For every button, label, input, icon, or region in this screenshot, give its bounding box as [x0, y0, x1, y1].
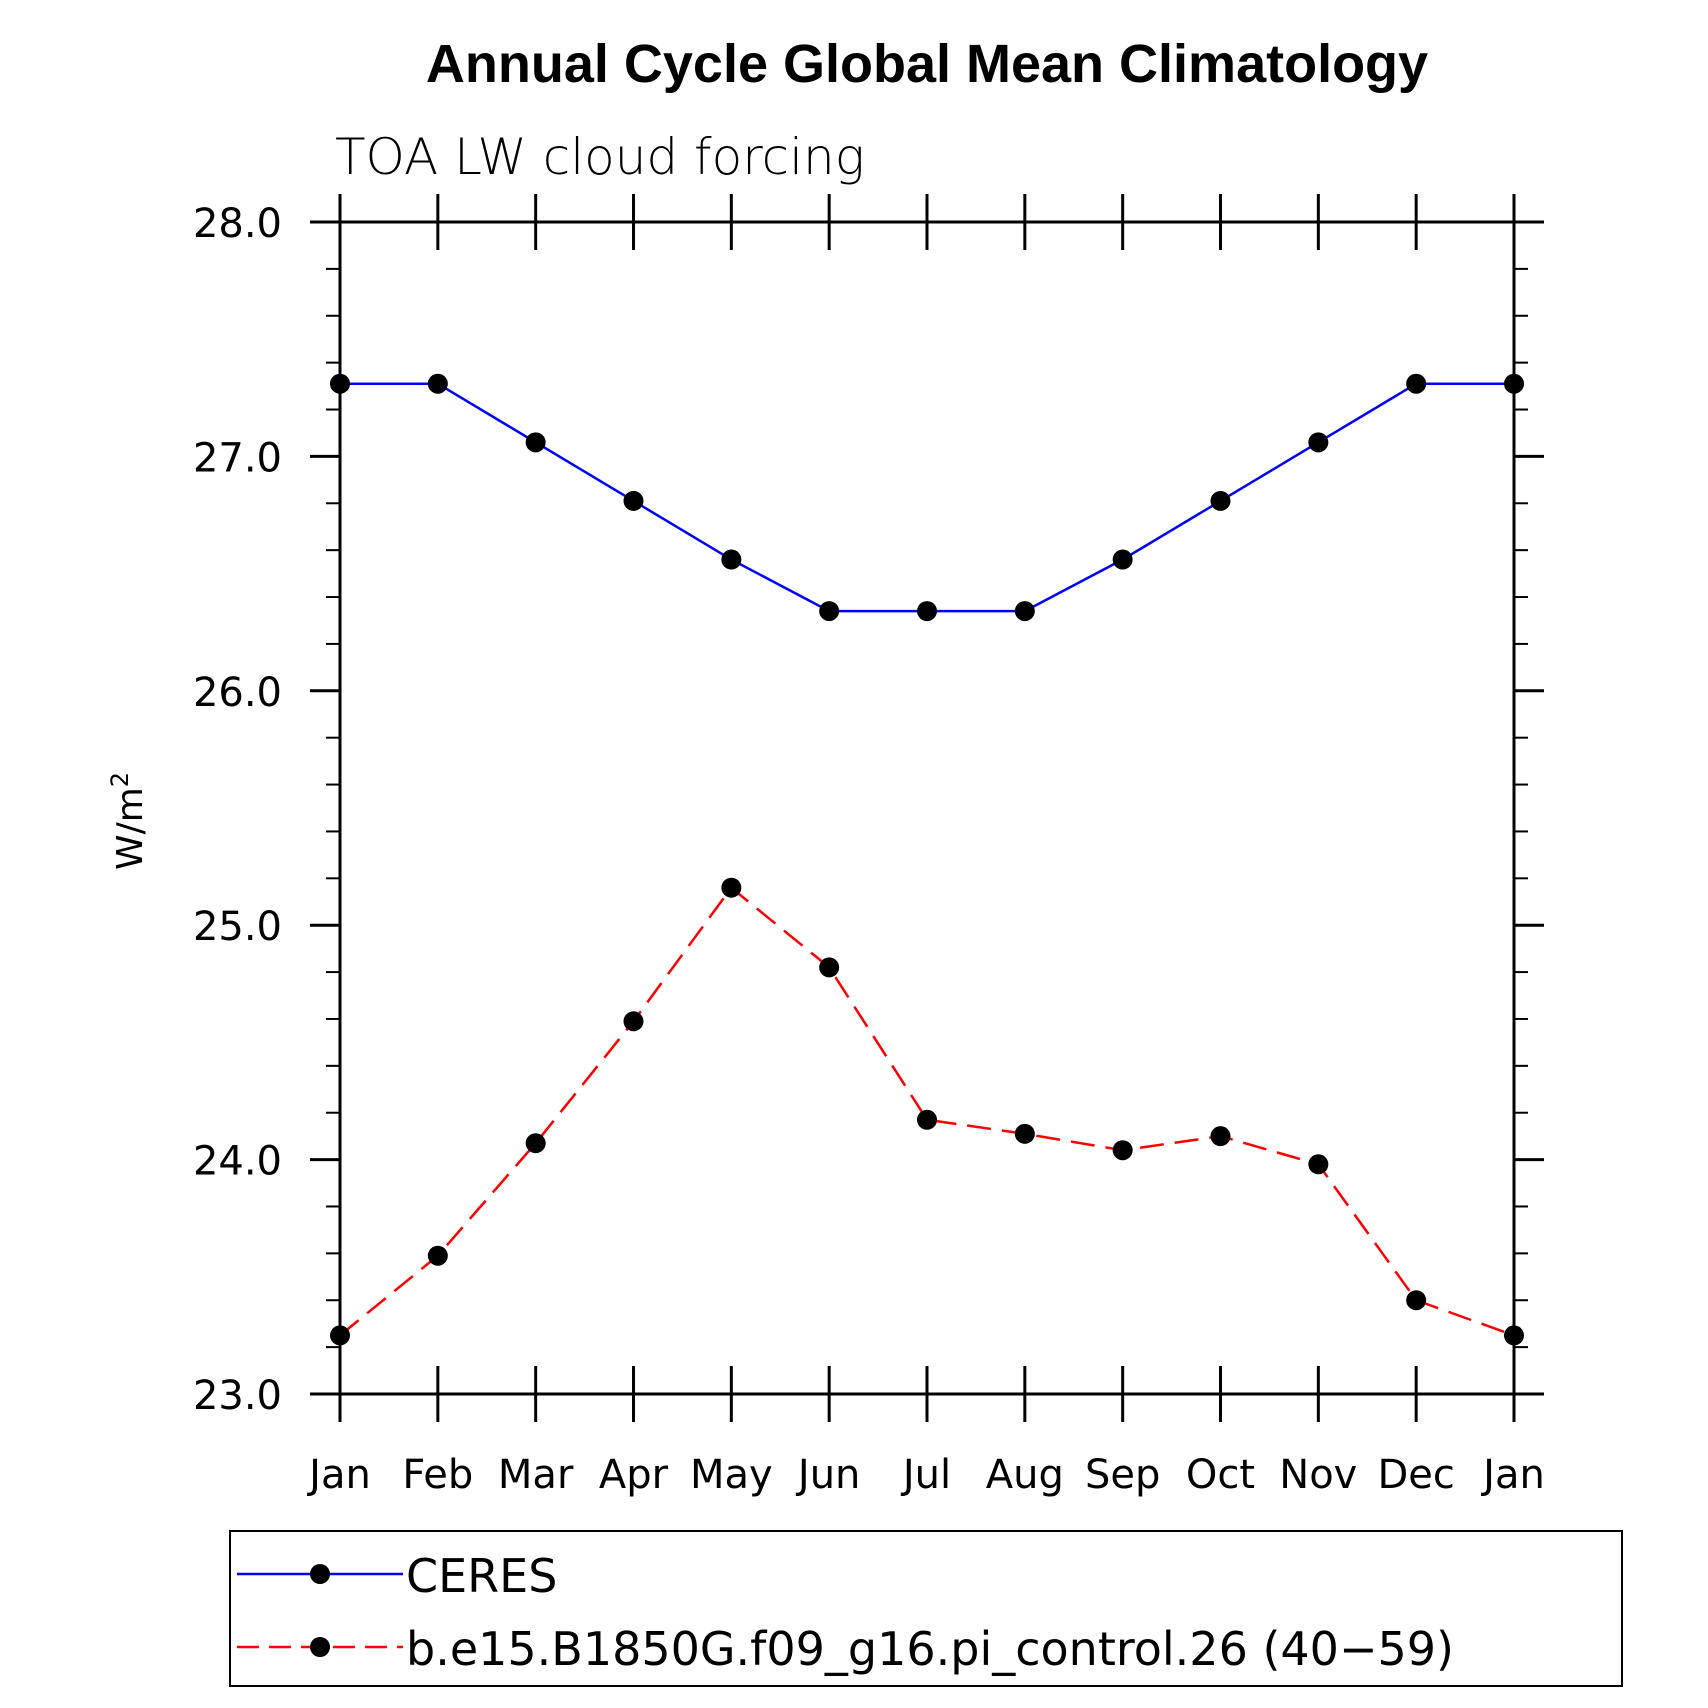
data-point-series-0 — [623, 490, 644, 511]
data-point-series-1 — [525, 1133, 546, 1154]
x-tick-label: Apr — [599, 1452, 669, 1498]
data-point-series-1 — [427, 1245, 448, 1266]
data-point-series-1 — [917, 1109, 937, 1130]
x-tick-label: Jan — [306, 1452, 371, 1498]
y-tick-labels: 23.0 24.0 25.0 26.0 27.0 28.0 — [193, 201, 282, 1419]
data-point-series-1 — [1308, 1154, 1329, 1175]
data-point-series-0 — [525, 432, 546, 453]
data-point-series-0 — [721, 549, 742, 570]
data-point-series-0 — [427, 373, 448, 394]
chart-subtitle: TOA LW cloud forcing — [335, 128, 865, 186]
legend-label-model: b.e15.B1850G.f09_g16.pi_control.26 (40−5… — [406, 1622, 1454, 1676]
series-line-0 — [340, 382, 1514, 613]
x-tick-label: Dec — [1377, 1452, 1454, 1498]
legend-box — [229, 1530, 1623, 1687]
y-axis-label: W/m2 — [106, 772, 151, 870]
y-tick-label: 25.0 — [193, 904, 282, 950]
x-tick-label: Jan — [1480, 1452, 1545, 1498]
x-tick-label: Jun — [795, 1452, 861, 1498]
data-point-series-1 — [330, 1325, 350, 1346]
data-point-series-1 — [1406, 1290, 1427, 1311]
legend-entry-ceres: CERES — [237, 1549, 557, 1603]
y-axis-label-superscript: 2 — [106, 772, 134, 787]
data-point-series-0 — [1504, 373, 1524, 394]
y-tick-label: 28.0 — [193, 201, 282, 247]
data-point-series-0 — [819, 601, 840, 622]
legend: CERES b.e15.B1850G.f09_g16.pi_control.26… — [229, 1530, 1623, 1687]
data-point-series-0 — [1014, 601, 1035, 622]
data-point-series-0 — [1308, 432, 1329, 453]
series-lines — [339, 382, 1515, 1337]
chart-title: Annual Cycle Global Mean Climatology — [426, 34, 1428, 94]
x-tick-label: Sep — [1085, 1452, 1160, 1498]
x-tick-label: Aug — [986, 1452, 1064, 1498]
axis-ticks — [310, 194, 1544, 1422]
data-point-series-1 — [721, 877, 742, 898]
legend-marker-ceres — [310, 1564, 330, 1584]
data-point-series-0 — [1406, 373, 1427, 394]
x-tick-labels: Jan Feb Mar Apr May Jun Jul Aug Sep Oct Nov Dec Jan — [306, 1452, 1545, 1498]
data-point-series-1 — [1504, 1325, 1524, 1346]
plot-frame — [338, 220, 1516, 1396]
x-tick-label: May — [690, 1452, 773, 1498]
x-tick-label: Jul — [900, 1452, 951, 1498]
data-point-series-1 — [623, 1011, 644, 1032]
legend-label-ceres: CERES — [406, 1549, 557, 1603]
series-points — [330, 373, 1524, 1346]
legend-marker-model — [310, 1637, 330, 1657]
x-tick-label: Nov — [1279, 1452, 1357, 1498]
y-axis-label-unit: W/m — [110, 787, 151, 870]
x-tick-label: Oct — [1186, 1452, 1255, 1498]
data-point-series-1 — [1210, 1126, 1231, 1147]
data-point-series-0 — [917, 601, 937, 622]
data-point-series-1 — [1112, 1140, 1133, 1161]
x-tick-label: Feb — [402, 1452, 473, 1498]
data-point-series-0 — [1112, 549, 1133, 570]
legend-entry-model: b.e15.B1850G.f09_g16.pi_control.26 (40−5… — [237, 1622, 1454, 1676]
y-tick-label: 24.0 — [193, 1139, 282, 1185]
y-tick-label: 27.0 — [193, 435, 282, 481]
axes — [338, 220, 1516, 1396]
x-tick-label: Mar — [498, 1452, 574, 1498]
y-tick-label: 26.0 — [193, 670, 282, 716]
data-point-series-1 — [819, 957, 840, 978]
data-point-series-1 — [1014, 1123, 1035, 1144]
data-point-series-0 — [1210, 490, 1231, 511]
data-point-series-0 — [330, 373, 350, 394]
y-tick-label: 23.0 — [193, 1373, 282, 1419]
